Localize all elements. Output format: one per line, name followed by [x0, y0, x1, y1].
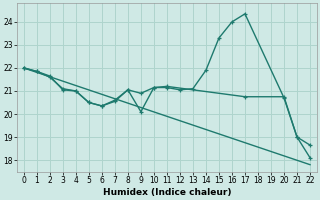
- X-axis label: Humidex (Indice chaleur): Humidex (Indice chaleur): [103, 188, 231, 197]
